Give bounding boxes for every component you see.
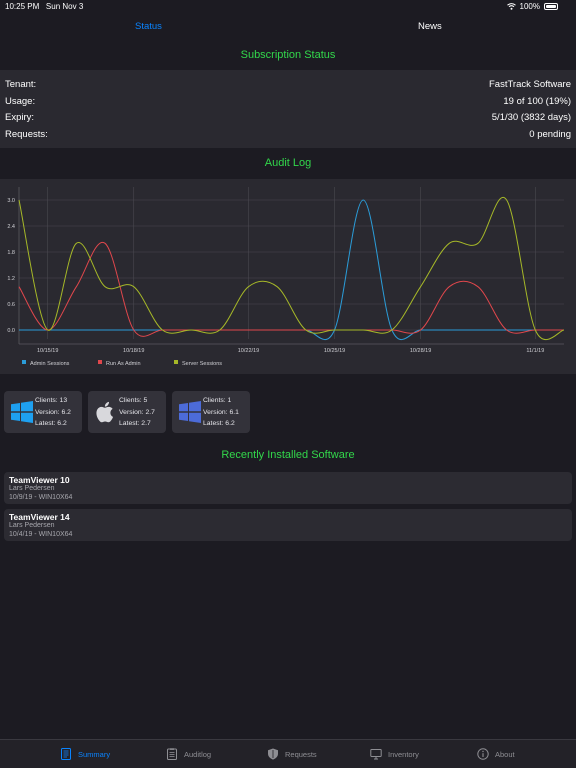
- os-card-windows-text: Clients: 13 Version: 6.2 Latest: 6.2: [35, 395, 71, 430]
- expiry-value: 5/1/30 (3832 days): [491, 112, 571, 123]
- usage-value: 19 of 100 (19%): [503, 96, 571, 107]
- legend-swatch-run-as-admin: [98, 360, 102, 364]
- apple-clients: Clients: 5: [119, 397, 148, 404]
- tab-auditlog[interactable]: Auditlog: [166, 748, 211, 760]
- x-tick-label: 10/15/19: [37, 348, 58, 354]
- series-line-admin-sessions: [19, 199, 564, 341]
- status-time: 10:25 PM: [5, 2, 40, 11]
- tab-news[interactable]: News: [418, 21, 442, 32]
- legend-swatch-admin-sessions: [22, 360, 26, 364]
- windows-icon: [11, 401, 33, 423]
- software-user: Lars Pedersen: [9, 522, 55, 529]
- y-tick-label: 1.8: [7, 250, 15, 256]
- tab-about[interactable]: About: [477, 748, 515, 760]
- windows-server-latest: Latest: 6.2: [203, 420, 235, 427]
- tab-summary[interactable]: Summary: [60, 748, 110, 760]
- software-meta: 10/4/19 - WIN10X64: [9, 531, 73, 538]
- wifi-icon: [506, 3, 516, 10]
- tab-status[interactable]: Status: [135, 21, 162, 32]
- usage-label: Usage:: [5, 96, 36, 107]
- windows-latest: Latest: 6.2: [35, 420, 67, 427]
- windows-server-clients: Clients: 1: [203, 397, 232, 404]
- requests-label: Requests:: [5, 129, 48, 140]
- expiry-row: Expiry: 5/1/30 (3832 days): [5, 112, 571, 123]
- os-card-windows-server[interactable]: Clients: 1 Version: 6.1 Latest: 6.2: [172, 391, 250, 433]
- y-tick-label: 0.6: [7, 302, 15, 308]
- audit-log-header: Audit Log: [264, 157, 312, 169]
- y-tick-label: 1.2: [7, 276, 15, 282]
- status-date: Sun Nov 3: [45, 2, 84, 11]
- battery-icon: [544, 3, 558, 10]
- top-tabs: Status News: [0, 14, 576, 40]
- tab-requests[interactable]: Requests: [267, 748, 317, 760]
- series-line-server-sessions: [18, 196, 565, 341]
- apple-latest: Latest: 2.7: [119, 420, 151, 427]
- x-tick-label: 10/18/19: [123, 348, 144, 354]
- tab-about-label: About: [495, 749, 515, 759]
- requests-icon: [268, 748, 278, 760]
- software-user: Lars Pedersen: [9, 485, 55, 492]
- software-meta: 10/9/19 - WIN10X64: [9, 494, 73, 501]
- summary-icon: [61, 748, 71, 760]
- legend-label-server-sessions: Server Sessions: [182, 361, 222, 367]
- tab-inventory[interactable]: Inventory: [370, 748, 419, 760]
- battery-percent: 100%: [519, 2, 540, 11]
- recent-software-header: Recently Installed Software: [221, 449, 355, 461]
- subscription-panel: Tenant: FastTrack Software Usage: 19 of …: [0, 70, 576, 148]
- x-tick-label: 10/25/19: [324, 348, 345, 354]
- software-item[interactable]: TeamViewer 10 Lars Pedersen 10/9/19 - WI…: [4, 472, 572, 504]
- x-tick-label: 11/1/19: [526, 348, 544, 354]
- audit-log-chart-panel: 0.0 0.6 1.2 1.8 2.4 3.0 10/15/19 10/18/19 10/22/…: [0, 179, 576, 374]
- legend-label-admin-sessions: Admin Sessions: [30, 361, 70, 367]
- status-bar-right: 100%: [506, 2, 558, 11]
- os-card-apple-text: Clients: 5 Version: 2.7 Latest: 2.7: [119, 395, 155, 430]
- apple-version: Version: 2.7: [119, 408, 155, 416]
- about-icon: [477, 748, 489, 760]
- requests-row: Requests: 0 pending: [5, 129, 571, 140]
- y-tick-label: 0.0: [7, 328, 15, 334]
- audit-log-chart: 0.0 0.6 1.2 1.8 2.4 3.0 10/15/19 10/18/19 10/22/…: [7, 187, 565, 367]
- tab-summary-label: Summary: [78, 749, 111, 759]
- status-bar-time-date: 10:25 PM Sun Nov 3: [5, 2, 83, 11]
- legend-label-run-as-admin: Run As Admin: [106, 361, 141, 367]
- subscription-status-header: Subscription Status: [240, 49, 336, 61]
- bottom-tab-bar: Summary Auditlog Requests Inventory: [0, 739, 576, 768]
- tab-requests-label: Requests: [285, 749, 317, 759]
- auditlog-icon: [167, 748, 177, 760]
- tab-auditlog-label: Auditlog: [184, 749, 212, 759]
- x-tick-label: 10/28/19: [410, 348, 431, 354]
- x-tick-label: 10/22/19: [238, 348, 259, 354]
- series-line-run-as-admin: [18, 241, 564, 337]
- windows-version: Version: 6.2: [35, 408, 71, 416]
- usage-row: Usage: 19 of 100 (19%): [5, 96, 571, 107]
- y-tick-label: 3.0: [7, 198, 15, 204]
- tenant-row: Tenant: FastTrack Software: [5, 79, 571, 90]
- apple-icon: [96, 401, 113, 423]
- requests-value: 0 pending: [529, 129, 571, 140]
- inventory-icon: [370, 749, 382, 760]
- software-item[interactable]: TeamViewer 14 Lars Pedersen 10/4/19 - WI…: [4, 509, 572, 541]
- legend-swatch-server-sessions: [174, 360, 178, 364]
- software-name: TeamViewer 14: [9, 512, 70, 522]
- windows-clients: Clients: 13: [35, 397, 68, 404]
- software-name: TeamViewer 10: [9, 475, 70, 485]
- os-card-windows-server-text: Clients: 1 Version: 6.1 Latest: 6.2: [203, 395, 239, 430]
- windows-server-version: Version: 6.1: [203, 408, 239, 416]
- expiry-label: Expiry:: [5, 112, 35, 123]
- y-tick-label: 2.4: [7, 224, 15, 230]
- tab-inventory-label: Inventory: [388, 749, 419, 759]
- status-bar: 10:25 PM Sun Nov 3 100%: [0, 0, 576, 12]
- tenant-value: FastTrack Software: [488, 79, 571, 90]
- os-card-windows[interactable]: Clients: 13 Version: 6.2 Latest: 6.2: [4, 391, 82, 433]
- tenant-label: Tenant:: [5, 79, 37, 90]
- os-card-apple[interactable]: Clients: 5 Version: 2.7 Latest: 2.7: [88, 391, 166, 433]
- windows-server-icon: [179, 401, 201, 423]
